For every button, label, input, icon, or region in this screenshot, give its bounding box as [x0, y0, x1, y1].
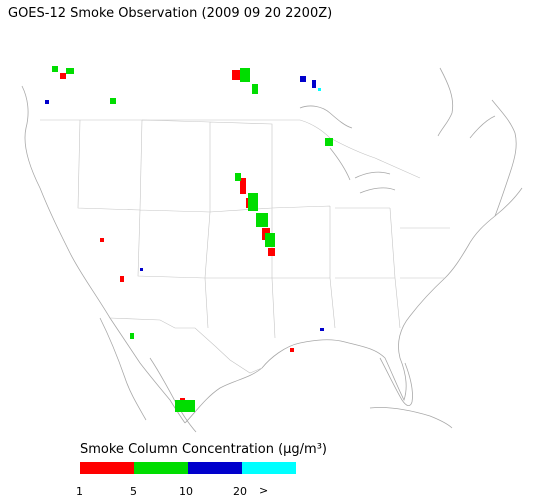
borders-layer — [40, 119, 450, 374]
legend-tick-1: 1 — [76, 485, 83, 498]
canada-coast — [469, 99, 517, 217]
smoke-pixels-blue — [45, 76, 324, 331]
legend-title: Smoke Column Concentration (μg/m³) — [80, 442, 327, 457]
florida — [379, 357, 413, 406]
canada-border — [40, 119, 421, 179]
labrador — [437, 67, 454, 137]
cuba — [369, 407, 453, 429]
state-lines — [77, 119, 450, 339]
legend-swatch-blue — [188, 462, 242, 474]
legend-overflow-arrow: > — [259, 484, 269, 497]
smoke-pixels-green — [52, 66, 333, 412]
legend-tick-5: 5 — [130, 485, 137, 498]
smoke-pixels-cyan — [318, 88, 321, 91]
great-lakes — [299, 105, 396, 194]
legend-swatch-cyan — [242, 462, 296, 474]
mexico-baja — [99, 317, 147, 421]
legend-tick-10: 10 — [179, 485, 193, 498]
legend-tick-20: 20 — [233, 485, 247, 498]
legend-swatch-red — [80, 462, 134, 474]
mexico-border — [109, 317, 263, 374]
map-title: GOES-12 Smoke Observation (2009 09 20 22… — [8, 6, 333, 21]
mexico-west — [149, 357, 197, 433]
smoke-map — [21, 66, 523, 433]
legend-swatch-green — [134, 462, 188, 474]
